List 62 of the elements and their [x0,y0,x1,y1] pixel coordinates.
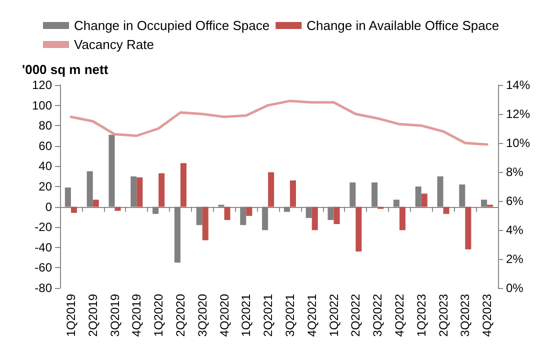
bar [114,206,121,211]
x-tick-label: 4Q2021 [304,294,319,337]
x-tick-label: 2Q2020 [173,294,188,337]
bar [290,180,296,207]
y-tick-label: -80 [34,281,52,295]
bar [92,200,99,207]
x-tick-label: 2Q2021 [261,294,276,337]
x-tick-label: 3Q2020 [195,294,210,337]
bar [70,206,77,213]
y-axis-title: '000 sq m nett [22,62,109,77]
x-tick-label: 3Q2021 [282,294,297,337]
bar [158,173,165,207]
y-tick-label: 40 [38,159,52,174]
y-tick-label: 60 [38,138,52,153]
x-tick-label: 2Q2023 [436,294,450,337]
y-tick-label: -20 [34,220,52,234]
y-tick-label: -60 [34,260,52,275]
y2-tick-label: 0% [506,281,524,295]
bar [246,206,252,216]
x-tick-label: 1Q2019 [64,294,78,337]
y-tick-label: 0 [45,200,52,214]
bar [312,206,318,230]
y-tick-label: 120 [32,78,52,92]
bar [136,177,143,207]
x-tick-label: 4Q2023 [480,294,494,337]
x-tick-label: 1Q2023 [414,294,428,337]
line-series [70,100,488,146]
x-tick-label: 1Q2020 [152,294,166,337]
y-tick-label: 80 [38,118,52,133]
y-tick-label: 100 [32,98,52,112]
x-tick-label: 4Q2019 [130,294,144,337]
x-tick-label: 2Q2022 [348,294,363,337]
bar [334,206,340,224]
legend-label: Change in Occupied Office Space [74,18,270,33]
bar [443,206,450,214]
bar [399,206,406,230]
legend-label: Vacancy Rate [74,37,154,52]
y2-tick-label: 6% [506,194,524,208]
x-tick-label: 3Q2019 [108,294,122,337]
x-tick-label: 1Q2022 [326,294,341,337]
y-tick-label: -40 [34,240,52,254]
y2-tick-label: 10% [506,136,530,150]
y2-tick-label: 12% [506,107,530,121]
bar [268,172,274,207]
x-tick-label: 4Q2022 [392,294,406,337]
x-tick-label: 2Q2019 [86,294,100,337]
x-tick-label: 1Q2021 [239,294,254,337]
bar [180,163,186,207]
x-tick-label: 4Q2020 [217,294,232,337]
x-tick-label: 3Q2022 [370,294,385,337]
bar [202,206,208,240]
bar [356,206,362,252]
y2-tick-label: 8% [506,165,524,179]
bar [421,194,428,207]
y2-tick-label: 4% [506,223,524,237]
legend-label: Change in Available Office Space [306,18,500,33]
bar [465,206,472,250]
x-tick-label: 3Q2023 [458,294,472,337]
y2-tick-label: 14% [506,78,530,92]
y-tick-label: 20 [38,180,52,194]
bar [224,206,230,220]
y2-tick-label: 2% [506,252,524,266]
